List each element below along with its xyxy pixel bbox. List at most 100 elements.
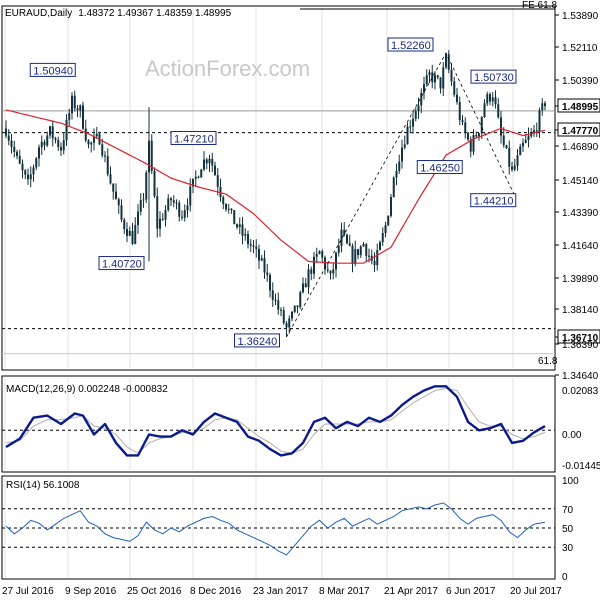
candle-body: [120, 205, 123, 220]
candle-body: [142, 199, 145, 201]
candle-body: [497, 104, 500, 118]
candle-body: [128, 230, 131, 236]
candle: [475, 131, 478, 138]
candle-body: [175, 202, 178, 204]
y-tick: 1.53890: [555, 11, 599, 22]
candle-body: [505, 145, 508, 149]
y-tick-label: 1.34640: [562, 371, 599, 382]
candle-body: [252, 245, 255, 247]
candle: [379, 240, 381, 251]
candle-body: [73, 95, 76, 109]
candle-body: [302, 283, 304, 293]
y-tick-label: 1.48995: [562, 102, 599, 113]
candle: [467, 131, 469, 142]
candle: [230, 208, 233, 214]
candle-body: [522, 142, 524, 147]
candle: [178, 200, 181, 222]
candle: [483, 99, 486, 118]
candle-body: [258, 248, 260, 261]
candle: [447, 50, 450, 74]
candle: [205, 157, 208, 170]
candle: [420, 88, 423, 114]
candle: [214, 161, 216, 176]
chart-title: EURAUD,Daily 1.48372 1.49367 1.48359 1.48…: [5, 8, 232, 19]
candle-body: [40, 141, 43, 148]
candle: [197, 175, 200, 179]
rsi-title: RSI(14) 56.1008: [6, 480, 80, 491]
macd-signal-line: [5, 387, 546, 454]
candle-body: [112, 183, 115, 192]
candle-body: [340, 229, 343, 246]
candle-body: [420, 92, 423, 106]
candle: [65, 114, 68, 146]
y-tick-label: 1.36710: [562, 333, 599, 344]
candle-body: [172, 200, 175, 203]
candle: [310, 266, 313, 281]
candle: [236, 223, 238, 230]
candle: [370, 249, 373, 265]
candle: [90, 141, 93, 153]
candle-body: [392, 177, 395, 198]
candle-body: [293, 305, 296, 312]
candle: [513, 158, 516, 172]
candle-body: [436, 75, 439, 78]
candle-body: [458, 102, 461, 121]
candle: [346, 233, 348, 245]
price-label-text: 1.40720: [102, 259, 142, 271]
candle-body: [321, 251, 324, 258]
candle: [5, 120, 7, 139]
axis-price-box: 1.48995: [555, 98, 600, 113]
candle: [274, 293, 277, 306]
candle: [423, 76, 425, 100]
candle: [249, 239, 252, 252]
candle: [38, 144, 40, 167]
candle-body: [271, 290, 274, 300]
x-tick-label: 23 Jan 2017: [253, 586, 308, 597]
candle: [183, 204, 186, 222]
candle-body: [68, 113, 71, 120]
candle: [293, 305, 296, 314]
candle-body: [368, 255, 370, 257]
candle-body: [502, 135, 505, 146]
candle: [519, 143, 522, 156]
candle-body: [541, 103, 544, 111]
candle-body: [359, 246, 362, 256]
candle-body: [390, 197, 392, 216]
candle: [285, 321, 288, 337]
price-label: 1.40720: [98, 256, 145, 271]
candle-body: [337, 245, 340, 253]
candle-body: [445, 54, 447, 68]
candle-body: [480, 116, 483, 134]
candle: [541, 98, 544, 116]
candle: [332, 262, 335, 280]
candle: [442, 61, 445, 97]
candle: [337, 238, 340, 257]
macd-y-tick-label: 0.00: [562, 430, 582, 441]
ohlc-values: 1.48372 1.49367 1.48359 1.48995: [78, 8, 231, 19]
candle: [159, 211, 161, 237]
candle-body: [362, 243, 365, 247]
y-tick: 1.43390: [555, 208, 599, 219]
candle: [398, 154, 401, 174]
candle: [277, 292, 280, 315]
candle-body: [544, 103, 546, 107]
candle-body: [387, 215, 390, 226]
candle-body: [161, 218, 164, 220]
candle: [131, 222, 134, 246]
candle-body: [244, 234, 247, 236]
candle-body: [519, 146, 522, 156]
x-tick-label: 8 Dec 2016: [190, 586, 242, 597]
y-tick: 1.36390: [555, 340, 599, 351]
fib-bottom-label: 61.8: [538, 356, 558, 367]
candle-body: [280, 309, 282, 311]
candle: [472, 129, 475, 156]
candle-body: [263, 258, 266, 273]
candle-body: [21, 163, 24, 171]
candle: [348, 234, 351, 247]
candle-body: [7, 135, 10, 141]
candle-body: [150, 140, 153, 172]
candle: [29, 166, 32, 188]
axis-price-box: 1.36710: [555, 329, 600, 344]
x-tick-label: 20 Jul 2017: [510, 586, 562, 597]
